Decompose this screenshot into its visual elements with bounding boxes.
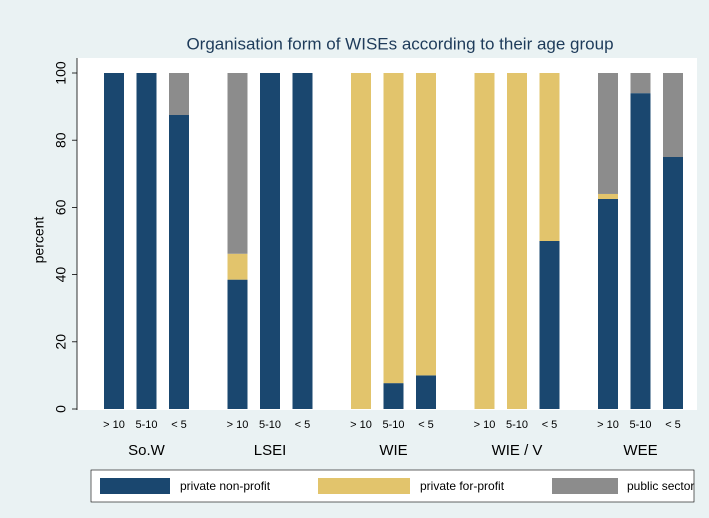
x-subcategory-label: 5-10	[382, 419, 404, 431]
legend-label: public sector	[627, 479, 694, 493]
x-group-label: LSEI	[254, 442, 287, 459]
x-group-label: WIE	[379, 442, 407, 459]
x-subcategory-label: > 10	[350, 419, 372, 431]
bar-segment	[383, 73, 404, 384]
x-group-label: WEE	[623, 442, 657, 459]
bar-segment	[416, 375, 436, 409]
bar-segment	[383, 383, 404, 409]
x-subcategory-label: > 10	[103, 419, 125, 431]
bar-segment	[507, 73, 527, 409]
y-tick-label: 20	[53, 334, 69, 350]
legend-swatch	[318, 478, 410, 494]
x-subcategory-label: 5-10	[135, 419, 157, 431]
bar-segment	[227, 253, 248, 280]
bar-segment	[292, 73, 313, 409]
bar-segment	[169, 115, 189, 409]
bar-segment	[630, 73, 651, 94]
legend-swatch	[552, 478, 618, 494]
x-subcategory-label: 5-10	[506, 419, 528, 431]
x-subcategory-label: < 5	[665, 419, 681, 431]
bar-segment	[416, 73, 436, 376]
legend-label: private for-profit	[420, 479, 505, 493]
bar-segment	[104, 73, 124, 409]
x-subcategory-label: > 10	[474, 419, 496, 431]
x-subcategory-label: < 5	[542, 419, 558, 431]
bar-segment	[227, 73, 248, 254]
bar-segment	[260, 73, 280, 409]
bar-segment	[598, 73, 618, 194]
bar-segment	[598, 199, 618, 409]
x-subcategory-label: 5-10	[259, 419, 281, 431]
bar-segment	[169, 73, 189, 115]
y-tick-label: 40	[53, 267, 69, 283]
x-subcategory-label: > 10	[227, 419, 249, 431]
bar-segment	[136, 73, 157, 409]
y-tick-label: 80	[53, 132, 69, 148]
chart-title: Organisation form of WISEs according to …	[186, 34, 613, 53]
x-subcategory-label: < 5	[418, 419, 434, 431]
legend-label: private non-profit	[180, 479, 271, 493]
y-tick-label: 0	[53, 405, 69, 413]
bar-segment	[474, 73, 495, 409]
bar-segment	[351, 73, 371, 409]
x-group-label: So.W	[128, 442, 166, 459]
bar-segment	[598, 193, 618, 199]
x-subcategory-label: < 5	[171, 419, 187, 431]
legend-swatch	[100, 478, 170, 494]
bar-segment	[227, 279, 248, 409]
bar-segment	[539, 73, 560, 241]
y-tick-label: 60	[53, 199, 69, 215]
x-subcategory-label: 5-10	[629, 419, 651, 431]
bar-segment	[630, 93, 651, 409]
x-subcategory-label: < 5	[295, 419, 311, 431]
bar-segment	[663, 157, 683, 409]
bar-segment	[539, 241, 560, 409]
x-subcategory-label: > 10	[597, 419, 619, 431]
y-axis-label: percent	[31, 217, 47, 264]
x-group-label: WIE / V	[492, 442, 543, 459]
y-tick-label: 100	[53, 61, 69, 85]
bar-segment	[663, 73, 683, 157]
